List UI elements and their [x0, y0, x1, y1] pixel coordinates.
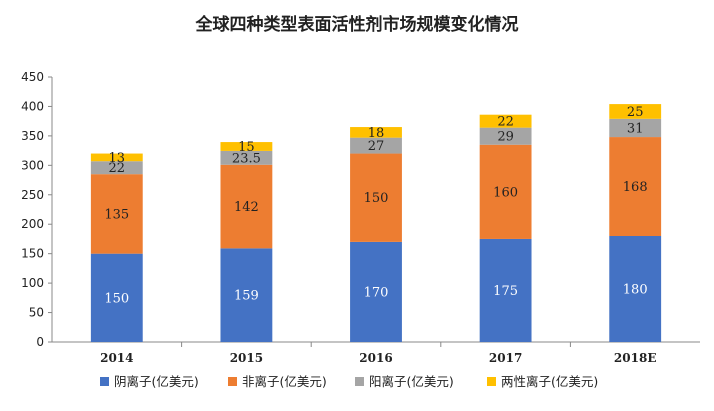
x-tick-label: 2018E: [614, 351, 657, 365]
bar-segment: [609, 137, 662, 236]
bar-segment: [90, 153, 143, 162]
y-tick-label: 300: [21, 158, 44, 172]
data-label: 142: [234, 200, 259, 215]
bar-segment: [350, 127, 402, 138]
data-label: 135: [104, 207, 129, 222]
bar-segment: [90, 253, 143, 342]
bar-segment: [220, 248, 273, 342]
y-axis: 0 50 100 150 200 250 300 350 400 450: [21, 70, 53, 349]
legend: 阴离子(亿美元) 非离子(亿美元) 阳离子(亿美元) 两性离子(亿美元): [100, 374, 598, 389]
bars: 150135221315914223.515170150271817516029…: [90, 104, 662, 342]
data-label: 150: [364, 191, 389, 206]
x-tick-label: 2014: [100, 351, 133, 365]
data-label: 23.5: [232, 151, 261, 166]
bar-segment: [350, 241, 402, 342]
y-tick-label: 50: [29, 306, 44, 320]
bar-segment: [609, 118, 662, 138]
y-tick-label: 150: [21, 247, 44, 261]
data-label: 31: [627, 121, 644, 136]
legend-label: 阴离子(亿美元): [114, 374, 199, 389]
y-tick-label: 400: [21, 99, 44, 113]
y-tick-label: 350: [21, 129, 44, 143]
bar-segment: [90, 174, 143, 254]
bar-segment: [479, 127, 532, 145]
bar-segment: [350, 137, 402, 154]
data-label: 175: [493, 284, 518, 299]
data-label: 160: [493, 185, 518, 200]
bar-segment: [479, 114, 532, 128]
legend-label: 非离子(亿美元): [242, 374, 327, 389]
legend-label: 两性离子(亿美元): [501, 374, 598, 389]
bar-segment: [350, 153, 402, 242]
x-tick-label: 2016: [359, 351, 392, 365]
data-label: 18: [368, 126, 385, 141]
legend-label: 阳离子(亿美元): [369, 374, 454, 389]
data-label: 25: [627, 105, 644, 120]
y-tick-label: 250: [21, 188, 44, 202]
data-label: 13: [109, 151, 126, 166]
data-label: 170: [364, 285, 389, 300]
data-label: 15: [238, 140, 255, 155]
legend-swatch: [355, 377, 364, 386]
y-tick-label: 100: [21, 276, 44, 290]
x-tick-label: 2017: [489, 351, 522, 365]
data-label: 29: [497, 130, 514, 145]
bar-segment: [90, 161, 143, 175]
legend-swatch: [487, 377, 496, 386]
chart-title: 全球四种类型表面活性剂市场规模变化情况: [195, 14, 519, 35]
bar-segment: [609, 104, 662, 119]
bar-segment: [220, 142, 273, 151]
bar-segment: [220, 164, 273, 249]
y-tick-label: 0: [36, 335, 44, 349]
legend-swatch: [100, 377, 109, 386]
data-label: 150: [104, 291, 129, 306]
x-axis: 2014 2015 2016 2017 2018E: [52, 341, 700, 365]
bar-segment: [479, 144, 532, 239]
data-label: 27: [368, 139, 385, 154]
data-label: 180: [623, 283, 648, 298]
data-label: 159: [234, 289, 259, 304]
data-label: 22: [109, 161, 126, 176]
bar-segment: [479, 238, 532, 342]
x-tick-label: 2015: [230, 351, 263, 365]
y-tick-label: 450: [21, 70, 44, 84]
data-label: 22: [497, 115, 514, 130]
bar-segment: [220, 150, 273, 165]
bar-segment: [609, 236, 662, 342]
legend-swatch: [228, 377, 237, 386]
y-tick-label: 200: [21, 217, 44, 231]
data-label: 168: [623, 180, 648, 195]
